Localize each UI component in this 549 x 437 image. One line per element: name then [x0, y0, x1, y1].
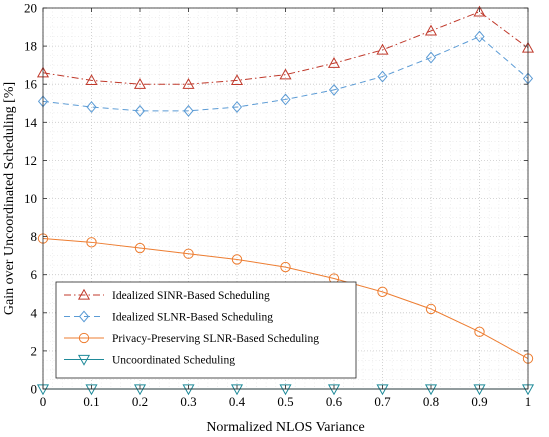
data-point	[133, 77, 147, 89]
x-tick-label: 0.8	[423, 394, 439, 409]
data-point	[85, 74, 98, 86]
data-point	[280, 261, 291, 273]
legend-marker	[77, 354, 91, 366]
data-point	[424, 384, 438, 396]
y-tick-label: 0	[31, 382, 38, 397]
legend: Idealized SINR-Based Scheduling Idealized…	[55, 281, 357, 379]
data-point	[328, 83, 340, 96]
legend-box	[55, 281, 357, 379]
x-tick-label: 0.6	[326, 394, 343, 409]
data-point	[231, 101, 243, 114]
data-point	[134, 242, 146, 254]
x-tick-label: 0.9	[471, 394, 487, 409]
series-line	[42, 11, 529, 85]
data-point	[230, 74, 244, 86]
y-tick-label: 12	[24, 153, 37, 168]
x-tick-label: 0.4	[229, 394, 246, 409]
y-tick-label: 16	[24, 77, 38, 92]
y-tick-label: 20	[24, 1, 37, 16]
legend-marker	[77, 288, 91, 300]
x-tick-label: 0.7	[374, 394, 391, 409]
data-point	[279, 68, 292, 80]
y-tick-label: 18	[24, 39, 37, 54]
data-point	[230, 384, 244, 396]
data-point	[327, 57, 341, 68]
data-point	[473, 5, 486, 17]
x-tick-label: 0.5	[277, 394, 293, 409]
y-tick-label: 14	[24, 115, 38, 130]
y-axis-title: Gain over Uncoordinated Scheduling [%]	[2, 82, 17, 315]
y-tick-label: 4	[31, 305, 38, 320]
data-point	[425, 303, 437, 315]
data-point	[474, 30, 485, 43]
data-point	[85, 384, 98, 396]
x-tick-label: 0.3	[180, 394, 196, 409]
data-point	[377, 70, 388, 83]
legend-marker	[78, 332, 90, 344]
y-tick-label: 2	[31, 343, 38, 358]
series-layer	[36, 5, 535, 396]
data-point	[86, 101, 97, 114]
series-line	[42, 238, 529, 359]
x-axis-title: Normalized NLOS Variance	[206, 420, 364, 435]
data-point	[182, 77, 195, 89]
data-point	[376, 384, 389, 396]
data-point	[474, 326, 485, 338]
data-point	[424, 24, 438, 36]
data-point	[86, 237, 97, 248]
data-point	[279, 384, 292, 396]
tick-labels: 0 0.1 0.2 0.3 0.4 0.5 0.6 0.7 0.8 0.9 102468101214…	[24, 1, 531, 410]
data-point	[327, 384, 341, 396]
legend-label: Idealized SINR-Based Scheduling	[112, 290, 270, 302]
data-point	[473, 384, 486, 396]
legend-label: Idealized SLNR-Based Scheduling	[112, 312, 273, 324]
ticks	[42, 7, 529, 390]
data-point	[377, 286, 388, 298]
data-point	[280, 93, 291, 106]
data-point	[183, 104, 194, 117]
y-tick-label: 6	[31, 267, 38, 282]
x-tick-label: 0.2	[132, 394, 148, 409]
y-tick-label: 8	[31, 229, 38, 244]
data-point	[133, 384, 147, 396]
legend-label: Uncoordinated Scheduling	[112, 355, 235, 367]
data-point	[376, 43, 389, 55]
x-tick-label: 0	[40, 394, 47, 409]
data-point	[425, 51, 437, 64]
y-tick-label: 10	[24, 191, 37, 206]
x-tick-label: 0.1	[83, 394, 99, 409]
legend-label: Privacy-Preserving SLNR-Based Scheduling	[112, 333, 319, 345]
series-line	[42, 35, 529, 112]
data-point	[182, 384, 195, 396]
data-point	[183, 248, 194, 259]
data-point	[231, 254, 243, 265]
data-point	[134, 104, 146, 117]
legend-marker	[78, 310, 90, 323]
x-tick-label: 1	[525, 394, 532, 409]
